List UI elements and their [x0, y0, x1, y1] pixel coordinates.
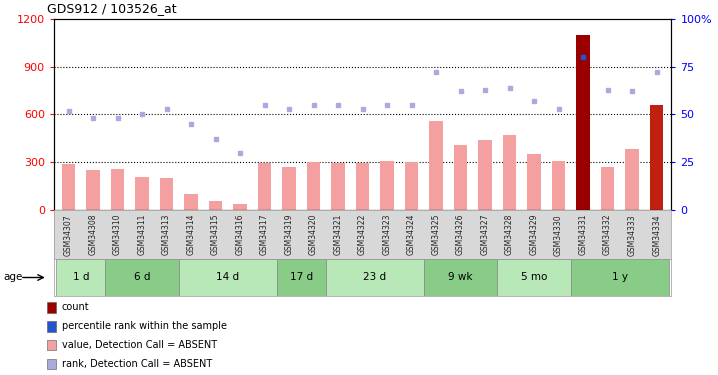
- Text: GSM34327: GSM34327: [480, 214, 490, 255]
- Bar: [135, 177, 149, 210]
- Text: GSM34319: GSM34319: [284, 214, 294, 255]
- Bar: [528, 154, 541, 210]
- Bar: [503, 135, 516, 210]
- Text: 5 mo: 5 mo: [521, 273, 547, 282]
- Bar: [381, 161, 394, 210]
- Text: GSM34311: GSM34311: [138, 214, 146, 255]
- Text: GSM34332: GSM34332: [603, 214, 612, 255]
- Text: GSM34324: GSM34324: [407, 214, 416, 255]
- Text: GSM34317: GSM34317: [260, 214, 269, 255]
- Text: 1 y: 1 y: [612, 273, 628, 282]
- Bar: [331, 163, 345, 210]
- Text: GSM34330: GSM34330: [554, 214, 563, 255]
- Bar: [650, 105, 663, 210]
- Text: GSM34320: GSM34320: [309, 214, 318, 255]
- Bar: [356, 163, 369, 210]
- Bar: [326, 259, 424, 296]
- Text: GSM34328: GSM34328: [505, 214, 514, 255]
- Text: GSM34334: GSM34334: [652, 214, 661, 255]
- Text: GSM34308: GSM34308: [88, 214, 98, 255]
- Text: GSM34314: GSM34314: [187, 214, 195, 255]
- Bar: [424, 259, 498, 296]
- Text: GSM34310: GSM34310: [113, 214, 122, 255]
- Bar: [209, 201, 223, 210]
- Bar: [601, 167, 615, 210]
- Bar: [62, 164, 75, 210]
- Bar: [179, 259, 277, 296]
- Text: GSM34325: GSM34325: [432, 214, 441, 255]
- Bar: [111, 170, 124, 210]
- Bar: [577, 35, 590, 210]
- Text: 23 d: 23 d: [363, 273, 386, 282]
- Text: GSM34316: GSM34316: [236, 214, 245, 255]
- Text: GSM34321: GSM34321: [334, 214, 342, 255]
- Bar: [277, 259, 326, 296]
- Bar: [282, 167, 296, 210]
- Bar: [625, 149, 639, 210]
- Text: 14 d: 14 d: [216, 273, 239, 282]
- Text: GSM34333: GSM34333: [628, 214, 637, 255]
- Text: GDS912 / 103526_at: GDS912 / 103526_at: [47, 2, 177, 15]
- Text: rank, Detection Call = ABSENT: rank, Detection Call = ABSENT: [62, 359, 212, 369]
- Text: count: count: [62, 303, 89, 312]
- Text: GSM34315: GSM34315: [211, 214, 220, 255]
- Text: GSM34307: GSM34307: [64, 214, 73, 255]
- Text: GSM34313: GSM34313: [162, 214, 171, 255]
- Bar: [258, 163, 271, 210]
- Text: percentile rank within the sample: percentile rank within the sample: [62, 321, 227, 331]
- Text: 1 d: 1 d: [73, 273, 89, 282]
- Bar: [233, 204, 247, 210]
- Text: 6 d: 6 d: [134, 273, 150, 282]
- Text: 17 d: 17 d: [290, 273, 313, 282]
- Text: GSM34326: GSM34326: [456, 214, 465, 255]
- Bar: [429, 121, 443, 210]
- Bar: [56, 259, 106, 296]
- Bar: [307, 162, 320, 210]
- Bar: [454, 145, 467, 210]
- Text: age: age: [4, 273, 23, 282]
- Text: GSM34322: GSM34322: [358, 214, 367, 255]
- Bar: [86, 170, 100, 210]
- Bar: [498, 259, 571, 296]
- Bar: [106, 259, 179, 296]
- Text: value, Detection Call = ABSENT: value, Detection Call = ABSENT: [62, 340, 217, 350]
- Bar: [160, 178, 173, 210]
- Bar: [405, 162, 419, 210]
- Text: GSM34329: GSM34329: [530, 214, 538, 255]
- Bar: [571, 259, 669, 296]
- Text: 9 wk: 9 wk: [448, 273, 473, 282]
- Text: GSM34323: GSM34323: [383, 214, 391, 255]
- Bar: [552, 161, 565, 210]
- Bar: [185, 194, 197, 210]
- Bar: [478, 140, 492, 210]
- Text: GSM34331: GSM34331: [579, 214, 587, 255]
